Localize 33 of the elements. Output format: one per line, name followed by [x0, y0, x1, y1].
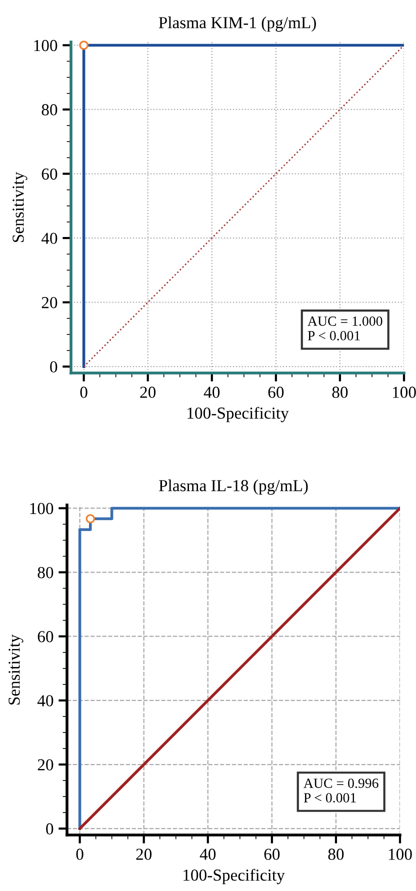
- y-tick-label: 0: [46, 823, 54, 835]
- y-tick-label: 60: [42, 168, 58, 180]
- y-tick-label: 20: [42, 297, 58, 308]
- x-tick-label: 60: [264, 848, 280, 860]
- y-tick-label: 80: [42, 104, 58, 116]
- y-axis-title: Sensitivity: [8, 634, 24, 705]
- x-tick-label: 60: [268, 386, 284, 398]
- y-tick-label: 80: [38, 566, 54, 578]
- x-tick-label: 0: [76, 848, 84, 860]
- x-tick-label: 40: [204, 386, 220, 398]
- y-tick-label: 40: [37, 695, 54, 706]
- y-tick-label: 100: [30, 502, 54, 514]
- x-tick-label: 80: [332, 386, 348, 398]
- y-tick-label: 20: [38, 759, 54, 770]
- x-tick-label: 100: [392, 386, 416, 398]
- x-tick-label: 0: [80, 386, 88, 398]
- y-tick-label: 0: [50, 361, 58, 373]
- line-series: [78, 506, 400, 830]
- y-tick-label: 60: [38, 631, 54, 642]
- x-axis-title: 100-Specificity: [188, 406, 289, 422]
- y-axis-title: Sensitivity: [12, 172, 28, 242]
- annotation: AUC = 0.996 P < 0.001: [304, 778, 378, 803]
- y-tick-label: 40: [41, 232, 58, 244]
- annotation: AUC = 1.000 P < 0.001: [308, 316, 382, 340]
- chart-title: Plasma IL-18 (pg/mL): [158, 480, 308, 495]
- x-tick-label: 100: [388, 848, 412, 860]
- y-tick-label: 100: [34, 40, 58, 52]
- chart-title: Plasma KIM-1 (pg/mL): [158, 16, 316, 32]
- x-axis-title: 100-Specificity: [184, 868, 285, 884]
- x-tick-label: 40: [200, 848, 216, 860]
- x-tick-label: 80: [328, 848, 344, 860]
- x-tick-label: 20: [140, 386, 156, 398]
- x-tick-label: 20: [136, 848, 152, 860]
